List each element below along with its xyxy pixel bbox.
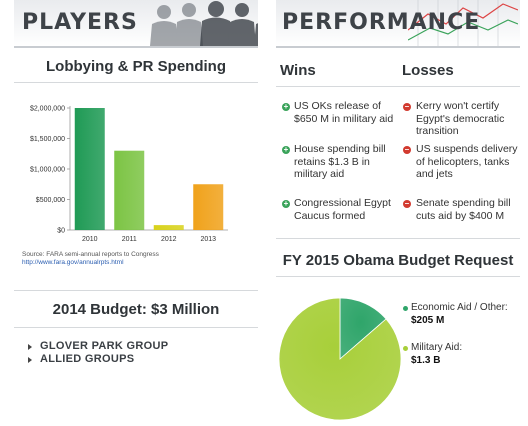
bar-2012 [153, 225, 184, 230]
plus-icon: + [282, 199, 290, 208]
performance-header: PERFORMANCE [276, 0, 520, 46]
y-tick-label: $2,000,000 [30, 106, 65, 113]
group-item: ALLIED GROUPS [40, 353, 135, 365]
x-tick-label: 2012 [161, 236, 177, 243]
wins-heading: Wins [280, 62, 316, 79]
bar-2010 [74, 108, 105, 230]
x-tick-label: 2011 [122, 236, 137, 243]
obama-top-rule [276, 238, 520, 239]
legend-dot-economic [403, 306, 408, 311]
bar-2013 [193, 184, 224, 230]
legend-value-economic: $205 M [411, 315, 445, 326]
legend-dot-military [403, 346, 408, 351]
win-item: Congressional Egypt Caucus formed [294, 197, 391, 222]
obama-budget-pie-chart [278, 297, 402, 421]
x-tick-label: 2013 [200, 236, 216, 243]
lobbying-bar-chart: $0 $500,000 $1,000,000 $1,500,000 $2,000,000… [30, 106, 228, 243]
source-link[interactable]: http://www.fara.gov/annualrpts.html [22, 259, 124, 266]
y-tick-label: $1,000,000 [30, 167, 65, 174]
minus-icon: – [403, 145, 411, 154]
losses-heading: Losses [402, 62, 454, 79]
arrow-right-icon [28, 357, 32, 363]
y-tick-label: $0 [57, 228, 65, 235]
players-underline [14, 46, 258, 48]
businessmen-silhouettes [150, 1, 258, 46]
loss-item: US suspends delivery of helicopters, tan… [416, 143, 518, 180]
players-title: PLAYERS [22, 10, 138, 35]
budget-rule [14, 327, 258, 328]
performance-underline [276, 46, 520, 48]
plus-icon: + [282, 102, 290, 111]
legend-value-military: $1.3 B [411, 355, 441, 366]
budget-title: 2014 Budget: $3 Million [52, 301, 220, 318]
minus-icon: – [403, 102, 411, 111]
performance-title: PERFORMANCE [282, 10, 481, 35]
x-tick-label: 2010 [82, 236, 98, 243]
pie-slice-military-aid [278, 297, 402, 421]
lobbying-rule [14, 82, 258, 83]
wins-losses-rule [276, 86, 520, 87]
legend-label-economic: Economic Aid / Other: [411, 302, 508, 313]
players-header: PLAYERS [14, 0, 258, 46]
plus-icon: + [282, 145, 290, 154]
pie-slice-economic-aid-other [339, 297, 387, 360]
line-graph-icon [408, 0, 518, 46]
minus-icon: – [403, 199, 411, 208]
source-text: Source: FARA semi-annual reports to Cong… [22, 251, 159, 258]
obama-rule [276, 276, 520, 277]
win-item: House spending bill retains $1.3 B in mi… [294, 143, 386, 180]
loss-item: Kerry won't certify Egypt's democratic t… [416, 100, 505, 137]
bar-2011 [114, 150, 145, 230]
budget-top-rule [14, 290, 258, 291]
group-item: GLOVER PARK GROUP [40, 340, 169, 352]
obama-budget-title: FY 2015 Obama Budget Request [282, 252, 514, 269]
y-tick-label: $500,000 [36, 197, 65, 204]
win-item: US OKs release of $650 M in military aid [294, 100, 394, 125]
lobbying-title: Lobbying & PR Spending [46, 58, 226, 75]
arrow-right-icon [28, 344, 32, 350]
y-tick-label: $1,500,000 [30, 136, 65, 143]
loss-item: Senate spending bill cuts aid by $400 M [416, 197, 511, 222]
legend-label-military: Military Aid: [411, 342, 463, 353]
lobbying-source: Source: FARA semi-annual reports to Cong… [22, 251, 159, 267]
